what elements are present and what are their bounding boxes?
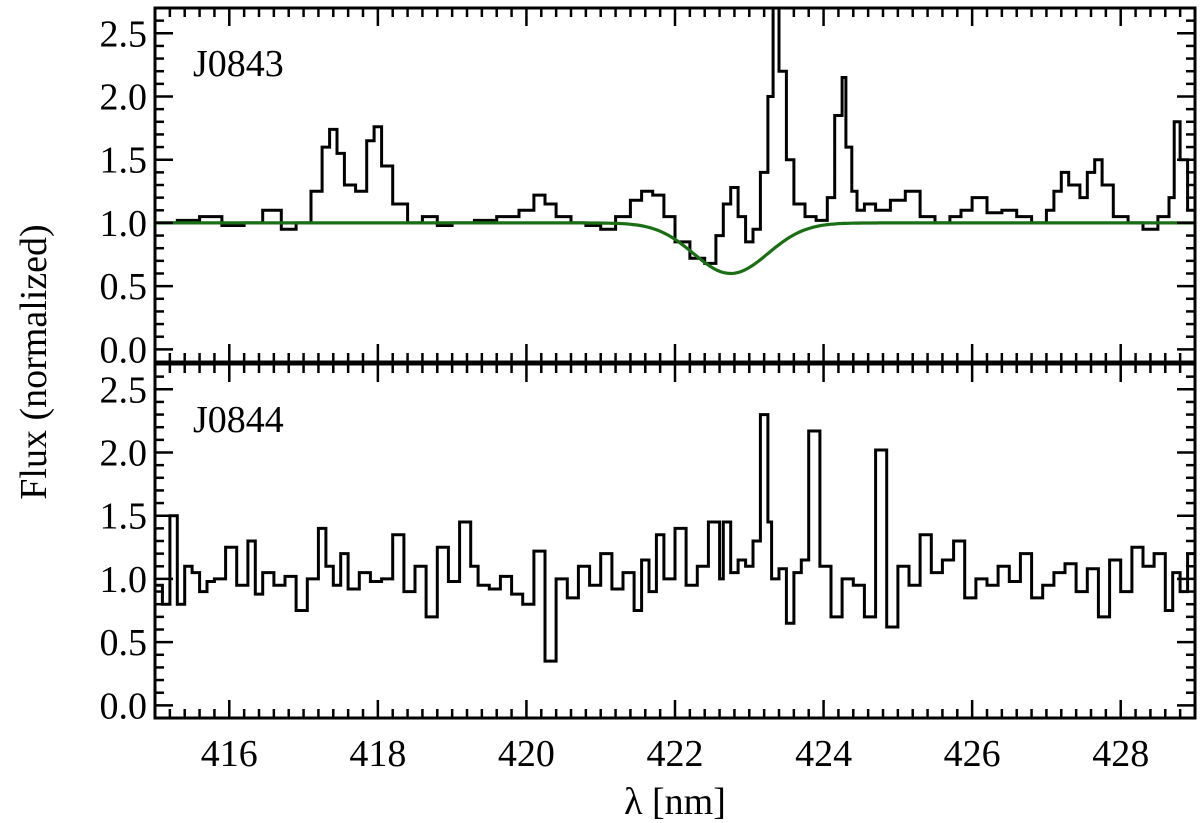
y-tick-label: 0.0 (100, 329, 148, 371)
y-tick-label: 2.5 (100, 13, 148, 55)
panel-label: J0844 (193, 399, 284, 441)
x-tick-label: 418 (349, 733, 406, 775)
y-tick-label: 1.5 (100, 140, 148, 182)
panel-j0843: 0.0 0.5 1.0 1.5 2.0 2.5 J0843 (100, 6, 1197, 371)
y-tick-label: 2.0 (100, 433, 148, 475)
panel-label: J0843 (193, 43, 284, 85)
x-axis-title: λ [nm] (624, 781, 726, 823)
y-tick-label: 2.0 (100, 77, 148, 119)
plot-frame (153, 6, 1197, 364)
y-tick-label: 1.5 (100, 496, 148, 538)
spectrum-step-line-1 (155, 6, 1197, 265)
y-axis-title: Flux (normalized) (13, 224, 55, 499)
gaussian-fit-line (155, 221, 1195, 276)
spectrum-step-line-2 (155, 413, 1197, 663)
y-tick-label: 1.0 (100, 203, 148, 245)
y-tick-label: 0.5 (100, 622, 148, 664)
x-tick-label: 426 (944, 733, 1001, 775)
y-tick-label: 0.0 (100, 685, 148, 727)
y-tick-label: 0.5 (100, 266, 148, 308)
panel-j0844: 0.0 0.5 1.0 1.5 2.0 2.5 416 418 420 422 424 426 428 λ… (100, 362, 1197, 823)
x-tick-label: 424 (795, 733, 852, 775)
x-tick-label: 420 (498, 733, 555, 775)
x-tick-label: 416 (201, 733, 258, 775)
x-tick-label: 422 (647, 733, 704, 775)
x-tick-label: 428 (1092, 733, 1149, 775)
y-tick-label: 1.0 (100, 559, 148, 601)
y-tick-label: 2.5 (100, 369, 148, 411)
